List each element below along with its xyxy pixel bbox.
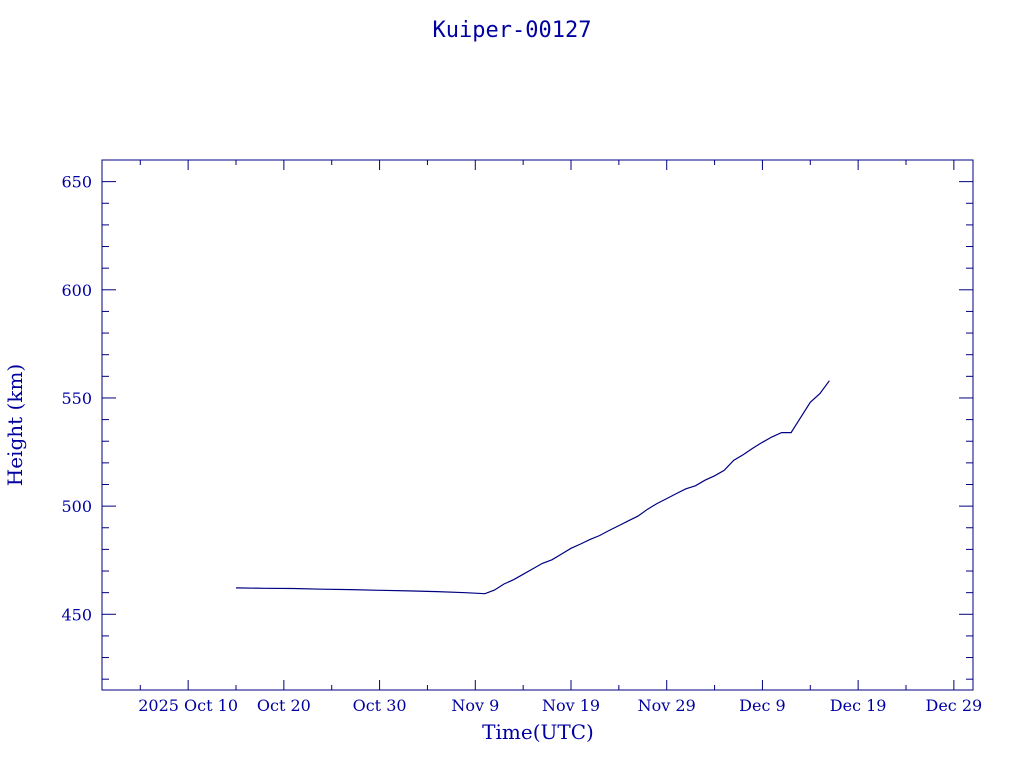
y-tick-label: 600 [61, 281, 92, 300]
y-tick-label: 650 [61, 173, 92, 192]
y-tick-label: 500 [61, 497, 92, 516]
x-tick-label: 2025 Oct 10 [138, 696, 238, 715]
chart-title: Kuiper-00127 [433, 18, 592, 43]
y-tick-label: 550 [61, 389, 92, 408]
x-axis-label: Time(UTC) [482, 720, 594, 744]
height-series-line [235, 380, 830, 595]
axis-ticks [102, 159, 973, 690]
x-tick-label: Dec 29 [926, 696, 983, 715]
x-tick-label: Nov 9 [451, 696, 499, 715]
x-tick-label: Oct 20 [257, 696, 311, 715]
x-tick-label: Oct 30 [353, 696, 407, 715]
y-axis-label: Height (km) [3, 364, 27, 486]
y-tick-label: 450 [61, 605, 92, 624]
tick-labels: 2025 Oct 10 Oct 20 Oct 30 Nov 9 Nov 19 Nov 29… [61, 173, 982, 715]
x-tick-label: Nov 29 [638, 696, 696, 715]
x-tick-label: Dec 9 [739, 696, 786, 715]
x-tick-label: Nov 19 [542, 696, 600, 715]
plot-frame [101, 159, 974, 691]
x-tick-label: Dec 19 [830, 696, 887, 715]
